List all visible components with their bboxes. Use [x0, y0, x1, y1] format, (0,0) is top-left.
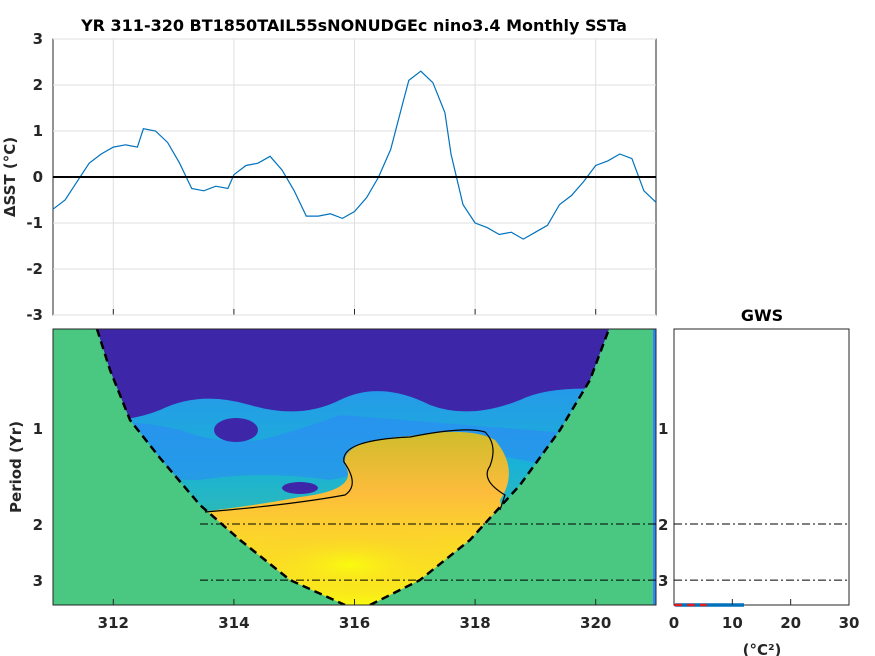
wavelet-power-panel: 312 314 316 318 320 1 1 2 2 3 3 Period (Yr) — [7, 328, 669, 632]
gws-reference-lines — [674, 523, 849, 581]
sst-y-axis-label: ΔSST (°C) — [1, 137, 19, 217]
sst-y-tick-label: -2 — [26, 260, 43, 278]
gws-x-tick-label: 30 — [839, 614, 860, 632]
gws-axes-box — [673, 328, 850, 606]
wavelet-y-tick-label: 2 — [33, 516, 43, 534]
wavelet-low-power-spot — [214, 418, 258, 442]
wavelet-right-edge — [653, 329, 656, 605]
wavelet-y-tick-label: 3 — [33, 572, 43, 590]
chart-title: YR 311-320 BT1850TAIL55sNONUDGEc nino3.4… — [80, 16, 627, 35]
wavelet-y-axis-label: Period (Yr) — [7, 421, 25, 513]
wavelet-y-tick-label-right: 2 — [658, 516, 668, 534]
wavelet-x-tick-label: 312 — [98, 614, 129, 632]
wavelet-x-tick-label: 320 — [580, 614, 611, 632]
sst-y-ticks: -3 -2 -1 0 1 2 3 — [26, 30, 43, 324]
sst-y-tick-label: 1 — [33, 122, 43, 140]
gws-x-tick-label: 0 — [669, 614, 679, 632]
sst-y-tick-label: -1 — [26, 214, 43, 232]
sst-y-tick-label: 0 — [33, 168, 43, 186]
wavelet-y-ticks: 1 1 2 2 3 3 — [33, 420, 669, 590]
sst-y-tick-label: 3 — [33, 30, 43, 48]
wavelet-y-tick-label-right: 1 — [658, 420, 668, 438]
wavelet-low-power-spot-2 — [282, 482, 318, 494]
period-reference-lines — [200, 523, 656, 581]
wavelet-y-tick-label: 1 — [33, 420, 43, 438]
wavelet-x-tick-label: 316 — [339, 614, 370, 632]
wavelet-x-tick-label: 314 — [218, 614, 249, 632]
wavelet-x-ticks: 312 314 316 318 320 — [98, 599, 611, 632]
gws-x-axis-label: (°C²) — [743, 641, 782, 656]
wavelet-y-tick-label-right: 3 — [658, 572, 668, 590]
sst-timeseries-panel: -3 -2 -1 0 1 2 3 ΔSST (°C) — [1, 30, 657, 324]
sst-y-tick-label: 2 — [33, 76, 43, 94]
gws-x-tick-label: 20 — [780, 614, 801, 632]
significance-contour — [204, 429, 506, 513]
gws-x-tick-label: 10 — [722, 614, 743, 632]
sst-anomaly-line — [52, 70, 657, 240]
sst-y-tick-label: -3 — [26, 306, 43, 324]
sst-series — [52, 70, 657, 240]
wavelet-low-power-top — [97, 329, 609, 420]
wavelet-x-tick-label: 318 — [459, 614, 490, 632]
global-wavelet-spectrum-panel: GWS 0 10 20 30 (°C²) — [669, 306, 860, 656]
gws-x-ticks: 0 10 20 30 — [669, 599, 860, 632]
gws-title: GWS — [741, 306, 783, 325]
